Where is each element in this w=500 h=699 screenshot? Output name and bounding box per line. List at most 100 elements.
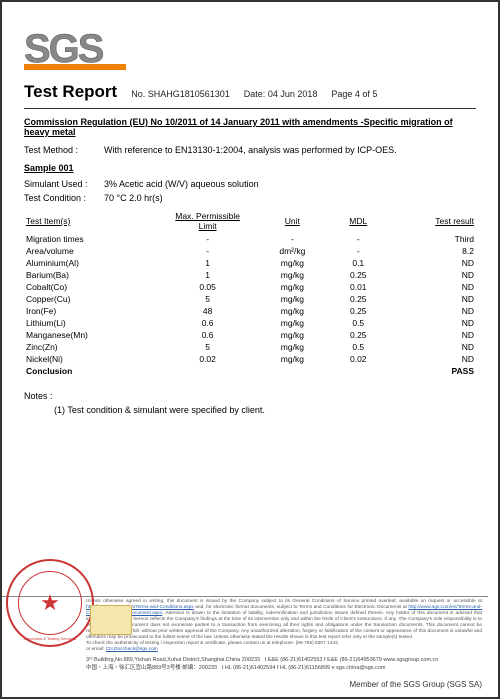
cell-mdl: 0.25 [325,269,391,281]
condition-value: 70 °C 2.0 hr(s) [104,193,476,203]
cell-mdl: 0.01 [325,281,391,293]
col-mdl: MDL [325,209,391,233]
cell-item: Zinc(Zn) [24,341,156,353]
simulant-row: Simulant Used : 3% Acetic acid (W/V) aqu… [24,179,476,189]
notes-label: Notes : [24,391,476,401]
cell-mdl: 0.5 [325,341,391,353]
report-number: No. SHAHG1810561301 [131,89,230,99]
simulant-label: Simulant Used : [24,179,104,189]
seal-text: Inspection & Testing Services [24,636,76,641]
table-row: Aluminium(Al)1mg/kg0.1ND [24,257,476,269]
cell-mdl: - [325,245,391,257]
cell-limit: 0.02 [156,353,260,365]
cell-item: Migration times [24,233,156,245]
table-row: Manganese(Mn)0.6mg/kg0.25ND [24,329,476,341]
col-unit: Unit [259,209,325,233]
table-row: Copper(Cu)5mg/kg0.25ND [24,293,476,305]
test-method-value: With reference to EN13130-1:2004, analys… [104,145,476,155]
col-item: Test Item(s) [24,209,156,233]
report-date: Date: 04 Jun 2018 [244,89,318,99]
cell-limit: 5 [156,293,260,305]
page-number: Page 4 of 5 [331,89,377,99]
col-limit: Max. Permissible Limit [156,209,260,233]
sgs-logo-svg: SGS SGS [24,26,144,72]
accreditation-badge [90,605,132,635]
cell-unit: mg/kg [259,317,325,329]
cell-result: ND [391,281,476,293]
cell-limit: - [156,233,260,245]
results-table: Test Item(s) Max. Permissible Limit Unit… [24,209,476,377]
cell-result: ND [391,329,476,341]
regulation-title: Commission Regulation (EU) No 10/2011 of… [24,117,476,137]
cell-unit: mg/kg [259,269,325,281]
table-row: Iron(Fe)48mg/kg0.25ND [24,305,476,317]
cell-mdl: 0.5 [325,317,391,329]
table-row: Lithium(Li)0.6mg/kg0.5ND [24,317,476,329]
cell-item: Barium(Ba) [24,269,156,281]
cell-limit: 0.6 [156,317,260,329]
cell-mdl: 0.25 [325,329,391,341]
simulant-value: 3% Acetic acid (W/V) aqueous solution [104,179,476,189]
note-1: (1) Test condition & simulant were speci… [54,405,476,415]
cell-mdl: - [325,233,391,245]
table-row: Barium(Ba)1mg/kg0.25ND [24,269,476,281]
divider [24,108,476,109]
footer: Unless otherwise agreed in writing, this… [2,596,498,671]
cell-item: Iron(Fe) [24,305,156,317]
cell-mdl: 0.1 [325,257,391,269]
table-row: Zinc(Zn)5mg/kg0.5ND [24,341,476,353]
cell-result: Third [391,233,476,245]
cell-limit: 1 [156,257,260,269]
cell-mdl: 0.25 [325,293,391,305]
cell-item: Aluminium(Al) [24,257,156,269]
cell-limit: 0.6 [156,329,260,341]
col-result: Test result [391,209,476,233]
cell-unit: - [259,233,325,245]
conclusion-row: Conclusion PASS [24,365,476,377]
conclusion-label: Conclusion [24,365,156,377]
test-method-label: Test Method : [24,145,104,155]
cell-unit: mg/kg [259,341,325,353]
cell-limit: 1 [156,269,260,281]
cell-unit: mg/kg [259,293,325,305]
cell-limit: 48 [156,305,260,317]
cell-item: Manganese(Mn) [24,329,156,341]
condition-row: Test Condition : 70 °C 2.0 hr(s) [24,193,476,203]
cell-unit: mg/kg [259,257,325,269]
sgs-logo: SGS SGS [24,26,476,72]
test-method-row: Test Method : With reference to EN13130-… [24,145,476,155]
footer-address-2: 中国・上海・徐汇区宜山路889号3号楼 邮编：200233 t HL (86-2… [2,663,488,671]
member-text: Member of the SGS Group (SGS SA) [350,680,483,689]
table-row: Cobalt(Co)0.05mg/kg0.01ND [24,281,476,293]
cell-result: ND [391,257,476,269]
cell-result: ND [391,317,476,329]
cell-item: Area/volume [24,245,156,257]
table-header-row: Test Item(s) Max. Permissible Limit Unit… [24,209,476,233]
table-row: Area/volume-dm²/kg-8.2 [24,245,476,257]
cell-mdl: 0.25 [325,305,391,317]
cell-unit: mg/kg [259,353,325,365]
star-icon: ★ [40,590,60,616]
cell-result: ND [391,353,476,365]
email-link[interactable]: CN.Doccheck@sgs.com [106,647,158,652]
cell-limit: 5 [156,341,260,353]
cell-limit: - [156,245,260,257]
company-seal: ★ Inspection & Testing Services [6,559,94,647]
table-row: Migration times---Third [24,233,476,245]
cell-item: Copper(Cu) [24,293,156,305]
table-row: Nickel(Ni)0.02mg/kg0.02ND [24,353,476,365]
cell-item: Lithium(Li) [24,317,156,329]
page: SGS SGS Test Report No. SHAHG1810561301 … [2,2,498,697]
sample-heading: Sample 001 [24,163,476,173]
cell-result: ND [391,305,476,317]
report-title: Test Report [24,82,117,102]
conclusion-result: PASS [391,365,476,377]
cell-item: Cobalt(Co) [24,281,156,293]
cell-result: ND [391,293,476,305]
cell-mdl: 0.02 [325,353,391,365]
header-row: Test Report No. SHAHG1810561301 Date: 04… [24,82,476,102]
cell-item: Nickel(Ni) [24,353,156,365]
cell-result: ND [391,269,476,281]
condition-label: Test Condition : [24,193,104,203]
cell-unit: mg/kg [259,329,325,341]
